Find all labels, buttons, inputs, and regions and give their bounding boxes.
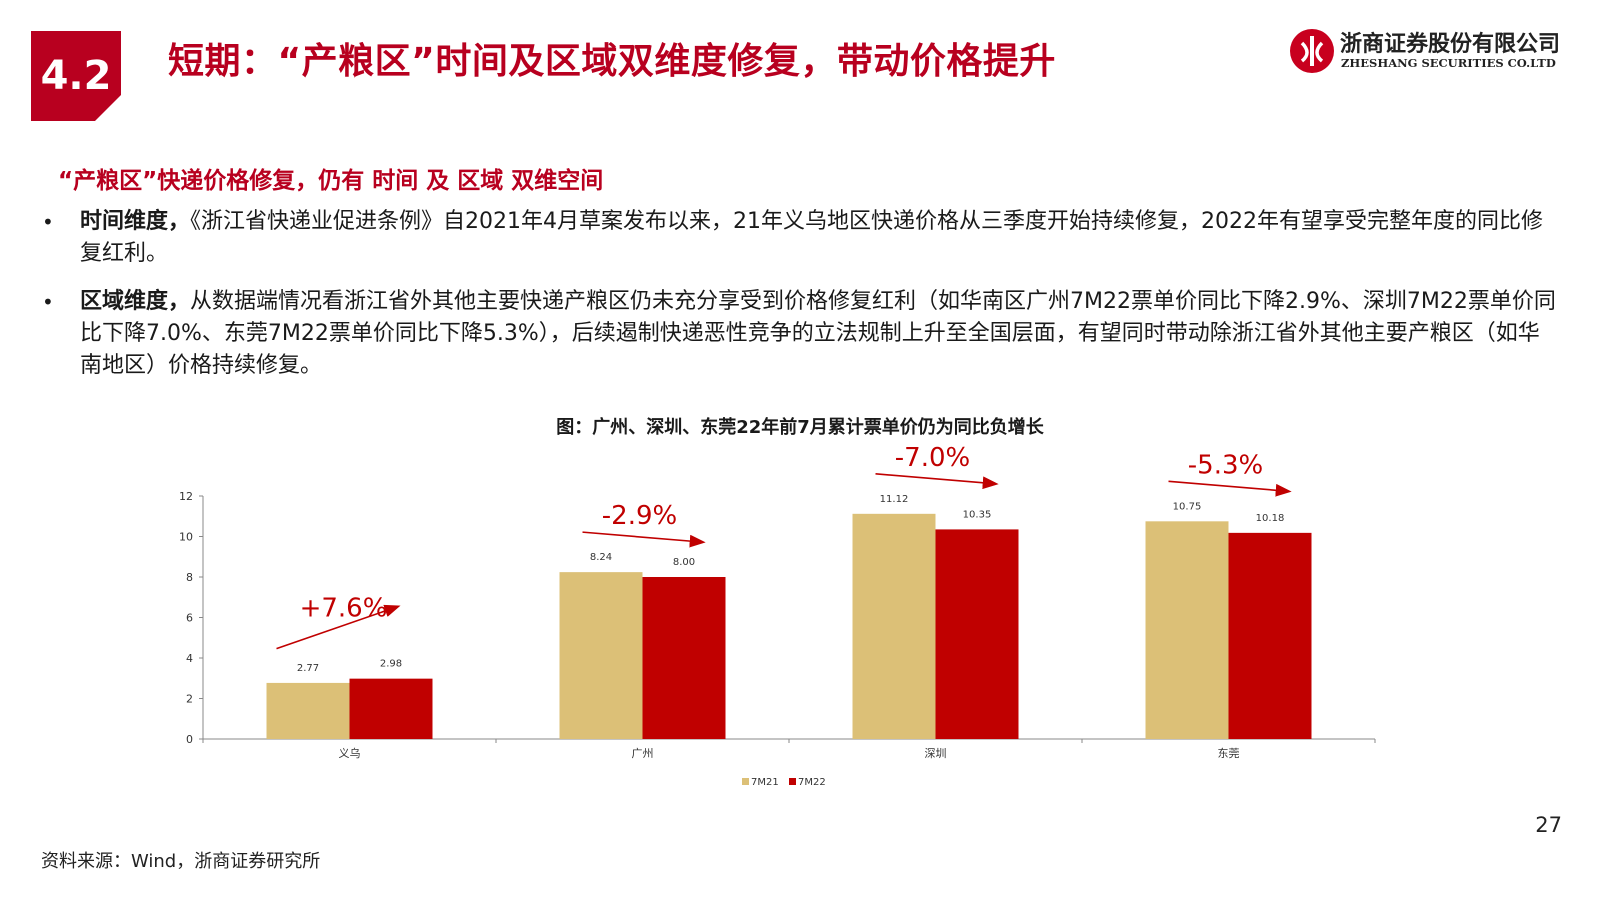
y-tick-label: 8: [186, 571, 193, 584]
bar-7m21: [852, 513, 936, 739]
change-arrow: [875, 473, 999, 490]
legend-label: 7M21: [751, 777, 779, 788]
x-category-label: 东莞: [1218, 747, 1240, 760]
change-arrow: [1168, 480, 1292, 497]
source-note: 资料来源：Wind，浙商证券研究所: [41, 851, 321, 872]
y-tick-label: 2: [186, 693, 193, 706]
bullet-text: 《浙江省快递业促进条例》自2021年4月草案发布以来，21年义乌地区快递价格从三…: [80, 209, 1543, 266]
change-percent-label: -7.0%: [895, 443, 970, 473]
x-category-label: 广州: [632, 747, 654, 760]
change-arrow: [582, 531, 706, 548]
company-logo-icon: [1290, 29, 1334, 73]
bar-value-label: 2.77: [297, 663, 319, 674]
change-percent-label: -5.3%: [1188, 450, 1263, 480]
bar-chart: 0 2 4 6 8 10 12 2.77 2.98 义乌 +7.6% 8.24 8.00 广州 -2.9% 1…: [179, 443, 1376, 788]
bar-value-label: 8.24: [590, 552, 612, 563]
bar-value-label: 2.98: [380, 659, 402, 670]
legend-swatch-7m21: [742, 778, 749, 785]
y-tick-label: 12: [179, 490, 193, 503]
x-category-label: 深圳: [925, 747, 947, 760]
y-tick-label: 4: [186, 652, 193, 665]
change-percent-label: +7.6%: [300, 594, 388, 624]
section-number: 4.2: [31, 31, 121, 121]
y-tick-label: 0: [186, 733, 193, 746]
bar-7m22: [642, 577, 726, 739]
bar-value-label: 10.18: [1256, 513, 1285, 524]
legend-label: 7M22: [798, 777, 826, 788]
bar-7m21: [1145, 521, 1229, 739]
page-number: 27: [1535, 813, 1562, 837]
bar-value-label: 10.35: [963, 509, 992, 520]
y-tick-label: 6: [186, 612, 193, 625]
section-subtitle: “产粮区”快递价格修复，仍有 时间 及 区域 双维空间: [58, 168, 604, 194]
bar-value-label: 10.75: [1173, 501, 1202, 512]
x-category-label: 义乌: [339, 746, 361, 760]
bullet-marker: •: [42, 290, 54, 314]
change-percent-label: -2.9%: [602, 501, 677, 531]
bullet-label: 区域维度，: [80, 289, 191, 314]
bar-7m22: [1228, 532, 1312, 739]
chart-title: 图：广州、深圳、东莞22年前7月累计票单价仍为同比负增长: [556, 417, 1044, 438]
bullet-label: 时间维度，: [80, 209, 191, 234]
bullet-marker: •: [42, 210, 54, 234]
company-name-en: ZHESHANG SECURITIES CO.LTD: [1341, 56, 1556, 70]
company-name-cn: 浙商证券股份有限公司: [1340, 31, 1561, 57]
bullet-time-dimension: • 时间维度，《浙江省快递业促进条例》自2021年4月草案发布以来，21年义乌地…: [42, 206, 1560, 270]
bar-value-label: 11.12: [880, 494, 909, 505]
bar-7m22: [349, 678, 433, 739]
bullet-region-dimension: • 区域维度，从数据端情况看浙江省外其他主要快递产粮区仍未充分享受到价格修复红利…: [42, 286, 1560, 382]
bar-value-label: 8.00: [673, 557, 695, 568]
legend-swatch-7m22: [789, 778, 796, 785]
bullet-text: 从数据端情况看浙江省外其他主要快递产粮区仍未充分享受到价格修复红利（如华南区广州…: [80, 289, 1556, 378]
bar-7m21: [559, 572, 643, 739]
bar-7m22: [935, 529, 1019, 739]
page-title: 短期：“产粮区”时间及区域双维度修复，带动价格提升: [168, 41, 1056, 82]
bar-7m21: [266, 682, 350, 739]
y-tick-label: 10: [179, 531, 193, 544]
change-arrow: [276, 604, 401, 650]
